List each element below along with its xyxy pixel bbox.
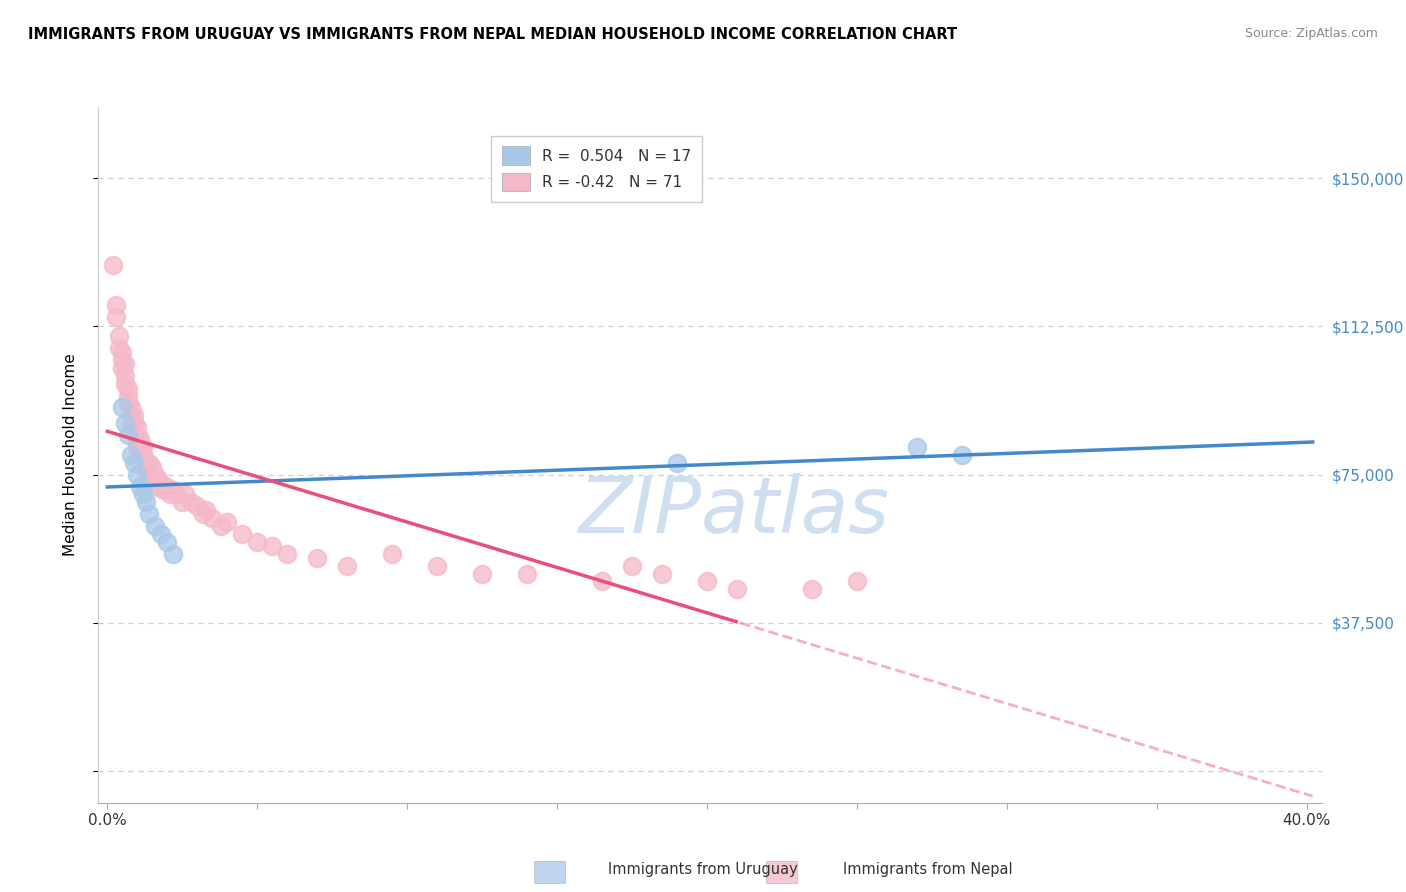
Point <box>124 456 146 470</box>
Point <box>666 456 689 470</box>
Point <box>651 566 673 581</box>
Point <box>117 428 139 442</box>
Point <box>165 487 187 501</box>
Point <box>591 574 613 589</box>
Point <box>135 495 157 509</box>
Point <box>186 500 208 514</box>
Point <box>127 440 149 454</box>
Point <box>201 511 224 525</box>
Point <box>381 547 404 561</box>
Point <box>180 495 202 509</box>
Point <box>120 448 142 462</box>
Text: Immigrants from Nepal: Immigrants from Nepal <box>844 863 1012 877</box>
Point <box>114 376 136 391</box>
Point <box>132 440 155 454</box>
Text: IMMIGRANTS FROM URUGUAY VS IMMIGRANTS FROM NEPAL MEDIAN HOUSEHOLD INCOME CORRELA: IMMIGRANTS FROM URUGUAY VS IMMIGRANTS FR… <box>28 27 957 42</box>
Point <box>129 479 152 493</box>
Point <box>150 475 173 490</box>
Point <box>114 368 136 383</box>
Point <box>209 519 232 533</box>
Point <box>725 582 748 597</box>
Point <box>156 479 179 493</box>
Point <box>231 527 253 541</box>
Point <box>276 547 298 561</box>
Point <box>426 558 449 573</box>
Point <box>950 448 973 462</box>
Point <box>120 409 142 423</box>
Point <box>153 483 176 498</box>
Point <box>127 420 149 434</box>
Point <box>172 495 194 509</box>
Point <box>246 535 269 549</box>
Point <box>138 467 160 482</box>
Point <box>132 487 155 501</box>
Point <box>108 329 131 343</box>
Point <box>127 467 149 482</box>
Point <box>117 389 139 403</box>
Point <box>696 574 718 589</box>
Point <box>114 357 136 371</box>
Point <box>845 574 868 589</box>
Point <box>148 472 170 486</box>
Point <box>217 515 239 529</box>
Point <box>127 428 149 442</box>
Point <box>148 479 170 493</box>
Point <box>145 519 167 533</box>
Point <box>111 361 134 376</box>
Y-axis label: Median Household Income: Median Household Income <box>63 353 77 557</box>
Point <box>141 459 163 474</box>
Point <box>132 448 155 462</box>
Point <box>145 475 167 490</box>
Text: Source: ZipAtlas.com: Source: ZipAtlas.com <box>1244 27 1378 40</box>
Point <box>117 396 139 410</box>
Legend: R =  0.504   N = 17, R = -0.42   N = 71: R = 0.504 N = 17, R = -0.42 N = 71 <box>491 136 702 202</box>
Point <box>195 503 218 517</box>
Point <box>103 258 125 272</box>
Point <box>124 409 146 423</box>
Text: ZIPatlas: ZIPatlas <box>579 473 890 549</box>
Point <box>516 566 538 581</box>
Point <box>124 417 146 431</box>
Point <box>138 507 160 521</box>
Point <box>162 547 184 561</box>
Point <box>120 401 142 415</box>
Point <box>135 464 157 478</box>
Text: Immigrants from Uruguay: Immigrants from Uruguay <box>609 863 797 877</box>
Point <box>150 527 173 541</box>
Point <box>162 483 184 498</box>
Point <box>138 456 160 470</box>
Point <box>174 487 197 501</box>
Point <box>905 440 928 454</box>
Point <box>129 432 152 446</box>
Point <box>307 550 329 565</box>
Point <box>105 298 128 312</box>
Point <box>621 558 644 573</box>
Point <box>132 448 155 462</box>
Point <box>336 558 359 573</box>
Point <box>105 310 128 324</box>
Point <box>159 487 181 501</box>
Point <box>108 341 131 355</box>
Point <box>111 345 134 359</box>
Point <box>129 440 152 454</box>
Point <box>114 417 136 431</box>
Point <box>156 535 179 549</box>
Point <box>141 472 163 486</box>
Point <box>117 381 139 395</box>
Point <box>111 401 134 415</box>
Point <box>120 417 142 431</box>
Point <box>800 582 823 597</box>
Point <box>262 539 284 553</box>
Point <box>127 436 149 450</box>
Point <box>193 507 215 521</box>
Point <box>471 566 494 581</box>
Point <box>145 467 167 482</box>
Point <box>124 424 146 438</box>
Point <box>111 353 134 368</box>
Point <box>135 456 157 470</box>
